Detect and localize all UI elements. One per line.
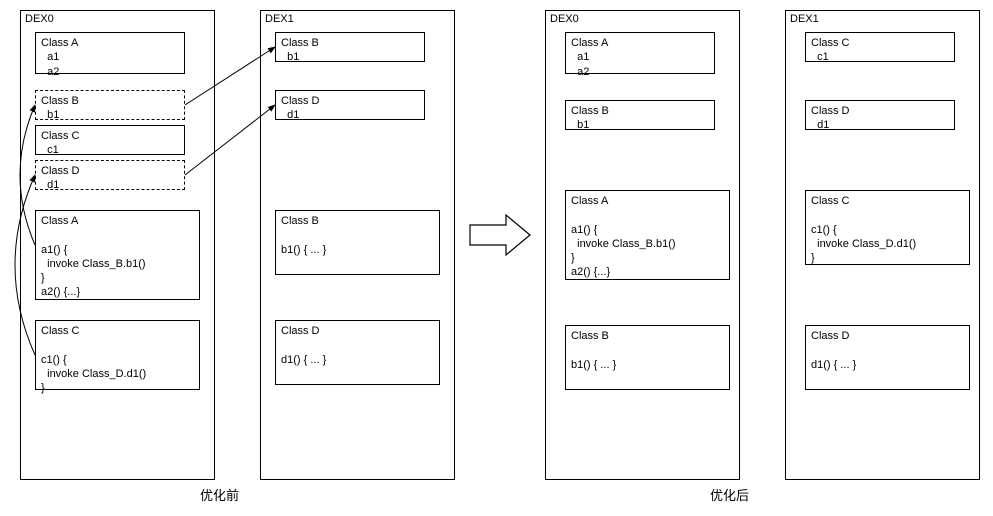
class-box: Class B b1 (35, 90, 185, 120)
class-box: Class B b1 (275, 32, 425, 62)
after-dex1-label: DEX1 (790, 13, 819, 25)
class-box: Class C c1() { invoke Class_D.d1() } (35, 320, 200, 390)
class-box: Class C c1() { invoke Class_D.d1() } (805, 190, 970, 265)
after-dex0-label: DEX0 (550, 13, 579, 25)
class-box: Class A a1 a2 (35, 32, 185, 74)
before-dex1-label: DEX1 (265, 13, 294, 25)
class-box: Class A a1 a2 (565, 32, 715, 74)
class-box: Class D d1 (35, 160, 185, 190)
before-dex0-label: DEX0 (25, 13, 54, 25)
class-box: Class D d1 (275, 90, 425, 120)
class-box: Class D d1() { ... } (805, 325, 970, 390)
class-box: Class C c1 (805, 32, 955, 62)
class-box: Class D d1 (805, 100, 955, 130)
class-box: Class A a1() { invoke Class_B.b1() } a2(… (565, 190, 730, 280)
class-box: Class D d1() { ... } (275, 320, 440, 385)
diagram-canvas: DEX0 DEX1 DEX0 DEX1 Class A a1 a2 Class B… (10, 10, 983, 506)
caption-after: 优化后 (710, 485, 749, 504)
caption-before: 优化前 (200, 485, 239, 504)
class-box: Class B b1() { ... } (275, 210, 440, 275)
class-box: Class B b1 (565, 100, 715, 130)
class-box: Class C c1 (35, 125, 185, 155)
class-box: Class B b1() { ... } (565, 325, 730, 390)
class-box: Class A a1() { invoke Class_B.b1() } a2(… (35, 210, 200, 300)
